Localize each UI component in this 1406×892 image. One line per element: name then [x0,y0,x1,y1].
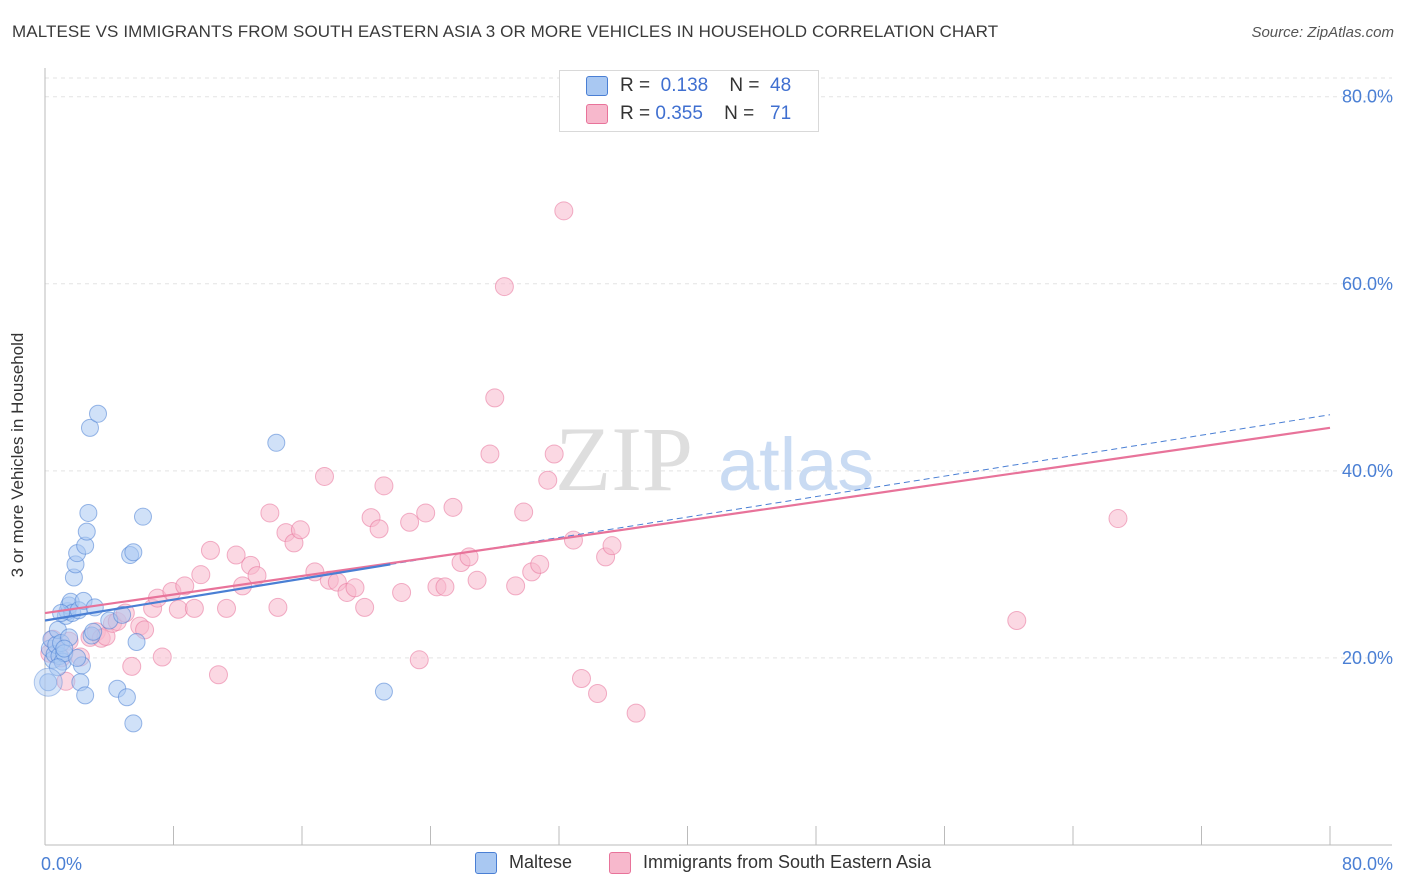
legend-r-value: 0.138 [660,75,709,96]
x-tick-label: 0.0% [41,854,82,874]
data-point [588,683,608,703]
legend-n-label: N = [724,103,755,124]
data-point [374,682,393,701]
data-point [200,540,220,560]
data-point [33,667,63,697]
data-point [113,605,132,624]
data-point [117,688,136,707]
axes [44,68,1392,846]
data-point [89,404,108,423]
source-label: Source: ZipAtlas.com [1251,24,1394,41]
data-point [55,639,74,658]
data-point [345,578,365,598]
data-point [355,597,375,617]
data-point [290,520,310,540]
data-point [626,703,646,723]
legend-swatch-maltese [586,75,608,96]
data-point [1007,611,1027,631]
data-point [122,656,142,676]
data-point [124,543,143,562]
data-point [247,566,267,586]
data-point [226,545,246,565]
data-point [494,277,514,297]
correlation-legend: R = 0.138 N = 48 R = 0.355 N = 71 [559,70,819,132]
data-point [268,597,288,617]
data-point [260,503,280,523]
x-tick-label: 80.0% [1342,854,1393,874]
trend-line-maltese-extrapolated [390,414,1331,565]
legend-swatch-maltese [475,852,497,875]
data-point [538,470,558,490]
watermark: ZIP atlas [555,408,874,510]
tick-labels: 20.0% 40.0% 60.0% 80.0% 0.0% 80.0% [41,87,1393,874]
data-point [84,622,103,641]
data-point [467,570,487,590]
data-point [124,714,143,733]
watermark-atlas: atlas [718,423,874,506]
data-point [506,576,526,596]
data-point [77,522,96,541]
data-point [443,497,463,517]
legend-label-maltese: Maltese [509,852,573,872]
data-point [217,598,237,618]
data-point [76,686,95,705]
data-point [530,554,550,574]
data-point [184,598,204,618]
y-tick-label: 80.0% [1342,87,1393,107]
legend-label-immigrants: Immigrants from South Eastern Asia [643,852,932,872]
data-point [68,648,87,667]
data-point [369,519,389,539]
data-point [48,658,67,677]
y-tick-label: 20.0% [1342,648,1393,668]
legend-r-label: R = [620,103,651,124]
data-point [267,433,286,452]
data-point [175,576,195,596]
data-point [485,388,505,408]
data-point [514,502,534,522]
series-immigrants-points [40,201,1128,723]
data-point [409,650,429,670]
data-point [39,673,58,692]
legend-n-value: 71 [770,103,792,124]
legend-n-value: 48 [770,75,792,96]
trend-lines [44,414,1331,622]
data-point [392,582,412,602]
data-point [1108,509,1128,529]
series-maltese-points [33,404,393,733]
y-tick-label: 60.0% [1342,274,1393,294]
legend-row-maltese: R = 0.138 N = 48 [586,75,791,101]
data-point [435,577,455,597]
data-point [80,418,99,437]
data-point [191,565,211,585]
data-point [208,665,228,685]
legend-r-label: R = [620,75,651,96]
data-point [127,633,146,652]
data-point [554,201,574,221]
data-point [152,647,172,667]
data-point [133,507,152,526]
data-point [602,536,622,556]
data-point [314,466,334,486]
legend-n-label: N = [729,75,760,96]
watermark-zip: ZIP [555,408,693,510]
data-point [416,503,436,523]
legend-item-immigrants[interactable]: Immigrants from South Eastern Asia [609,852,932,875]
y-tick-label: 40.0% [1342,461,1393,481]
chart-title: MALTESE VS IMMIGRANTS FROM SOUTH EASTERN… [12,22,999,41]
legend-row-immigrants: R = 0.355 N = 71 [586,103,791,129]
data-point [168,599,188,619]
trend-line-maltese [44,563,391,622]
data-point [544,444,564,464]
trend-line-immigrants [44,426,1331,615]
legend-item-maltese[interactable]: Maltese [475,852,573,875]
legend-swatch-immigrants [586,103,608,124]
legend-r-value: 0.355 [655,103,703,124]
data-point [79,503,98,522]
data-point [374,476,394,496]
legend-swatch-immigrants [609,852,631,875]
data-point [480,444,500,464]
data-point [400,512,420,532]
data-point [571,669,591,689]
